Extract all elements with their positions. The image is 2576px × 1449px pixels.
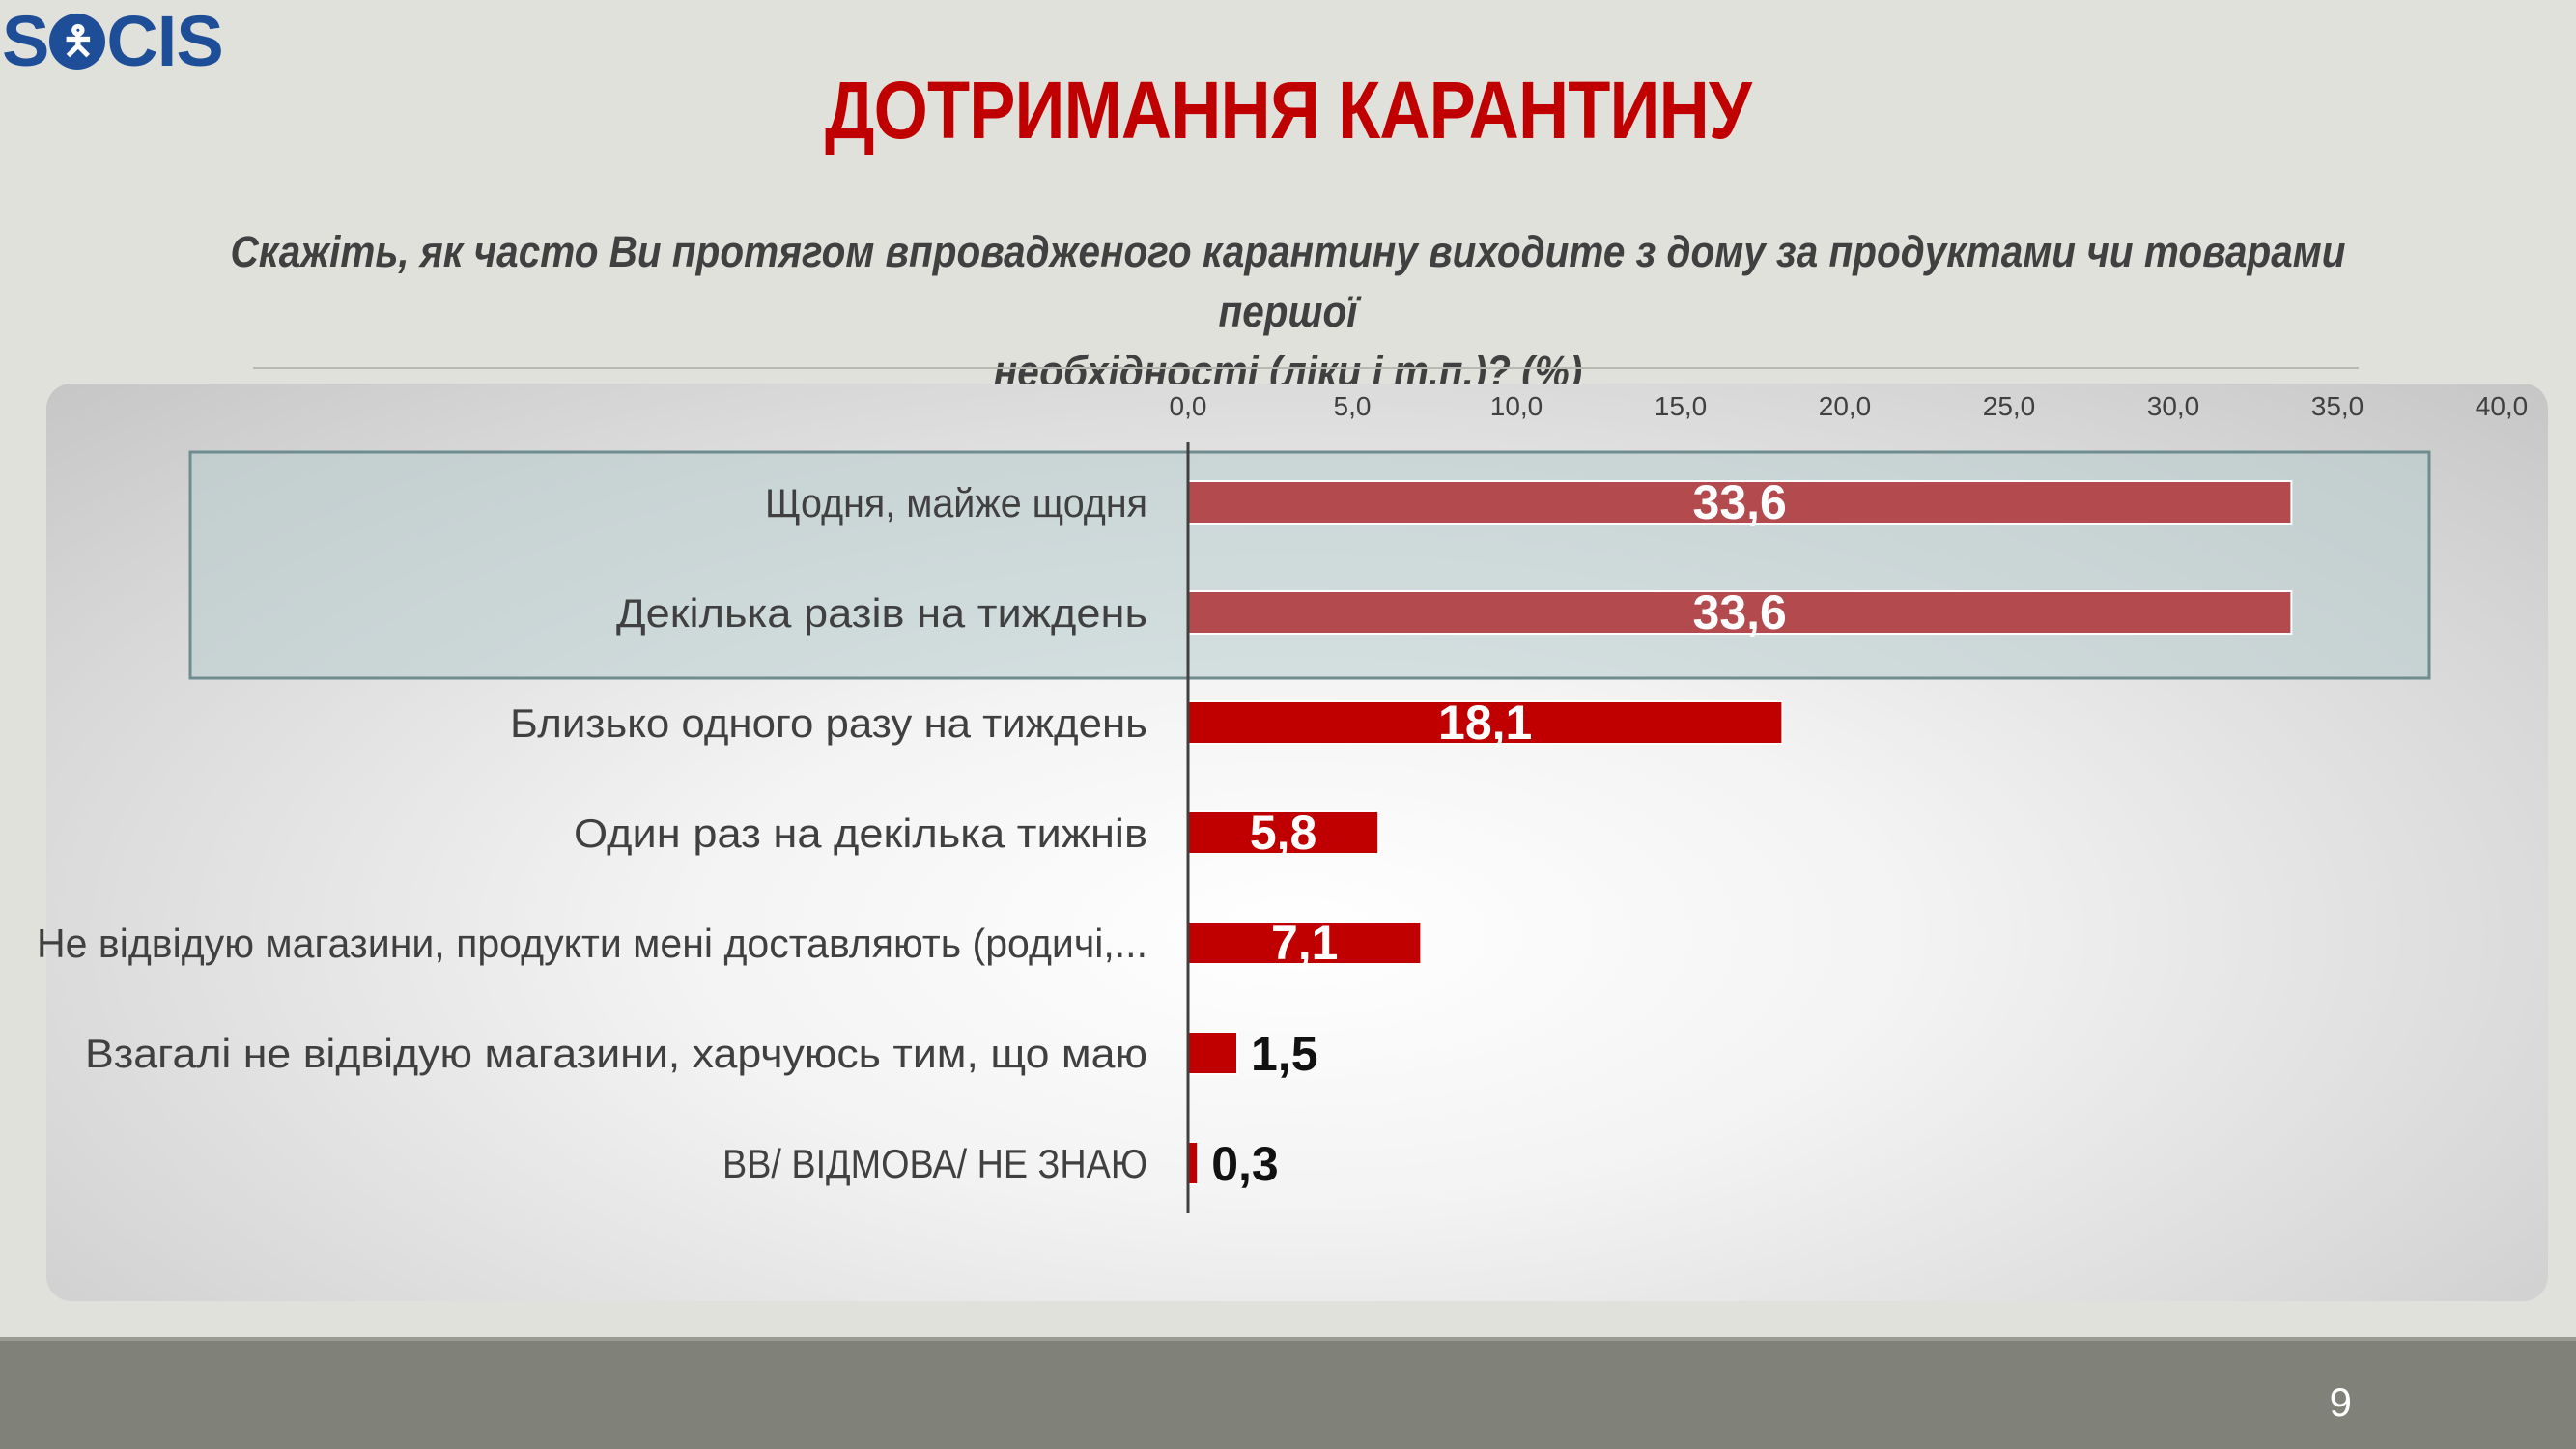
- socis-logo: S 🯅 CIS: [2, 1, 224, 81]
- category-label: ВВ/ ВІДМОВА/ НЕ ЗНАЮ: [722, 1141, 1147, 1186]
- footer-accent: [0, 1337, 2576, 1343]
- survey-question-line-1: Скажіть, як часто Ви протягом впроваджен…: [230, 227, 2346, 336]
- value-label: 5,8: [1250, 806, 1317, 860]
- x-tick-label: 30,0: [2147, 391, 2200, 421]
- x-tick-label: 15,0: [1655, 391, 1708, 421]
- bar: [1187, 1141, 1200, 1185]
- logo-letters-cis: CIS: [106, 1, 223, 81]
- bar: [1187, 810, 1380, 855]
- category-label: Взагалі не відвідую магазини, харчуюсь т…: [85, 1031, 1147, 1076]
- page-title: ДОТРИМАННЯ КАРАНТИНУ: [825, 65, 1752, 156]
- logo-figure-icon: 🯅: [49, 14, 106, 70]
- value-label: 1,5: [1251, 1027, 1318, 1081]
- category-label: Щодня, майже щодня: [765, 480, 1147, 526]
- value-label: 18,1: [1438, 696, 1532, 750]
- x-tick-label: 5,0: [1334, 391, 1372, 421]
- bar: [1187, 1031, 1238, 1075]
- x-tick-label: 0,0: [1170, 391, 1207, 421]
- page-number: 9: [2329, 1379, 2352, 1425]
- category-label: Один раз на декілька тижнів: [574, 810, 1147, 856]
- bar: [1187, 590, 2293, 635]
- value-label: 33,6: [1693, 585, 1787, 639]
- value-label: 7,1: [1271, 916, 1339, 970]
- x-tick-label: 20,0: [1819, 391, 1872, 421]
- bar: [1187, 700, 1784, 745]
- x-tick-label: 40,0: [2476, 391, 2529, 421]
- category-label: Декілька разів на тиждень: [616, 590, 1147, 636]
- footer-bar: [0, 1341, 2576, 1449]
- value-label: 0,3: [1211, 1137, 1279, 1191]
- x-tick-label: 10,0: [1490, 391, 1543, 421]
- x-tick-label: 25,0: [1983, 391, 2036, 421]
- x-tick-label: 35,0: [2311, 391, 2364, 421]
- category-label: Не відвідую магазини, продукти мені дост…: [37, 921, 1147, 966]
- category-label: Близько одного разу на тиждень: [510, 700, 1147, 746]
- value-label: 33,6: [1693, 475, 1787, 529]
- logo-letter-s: S: [2, 1, 49, 81]
- title-divider: [253, 367, 2359, 369]
